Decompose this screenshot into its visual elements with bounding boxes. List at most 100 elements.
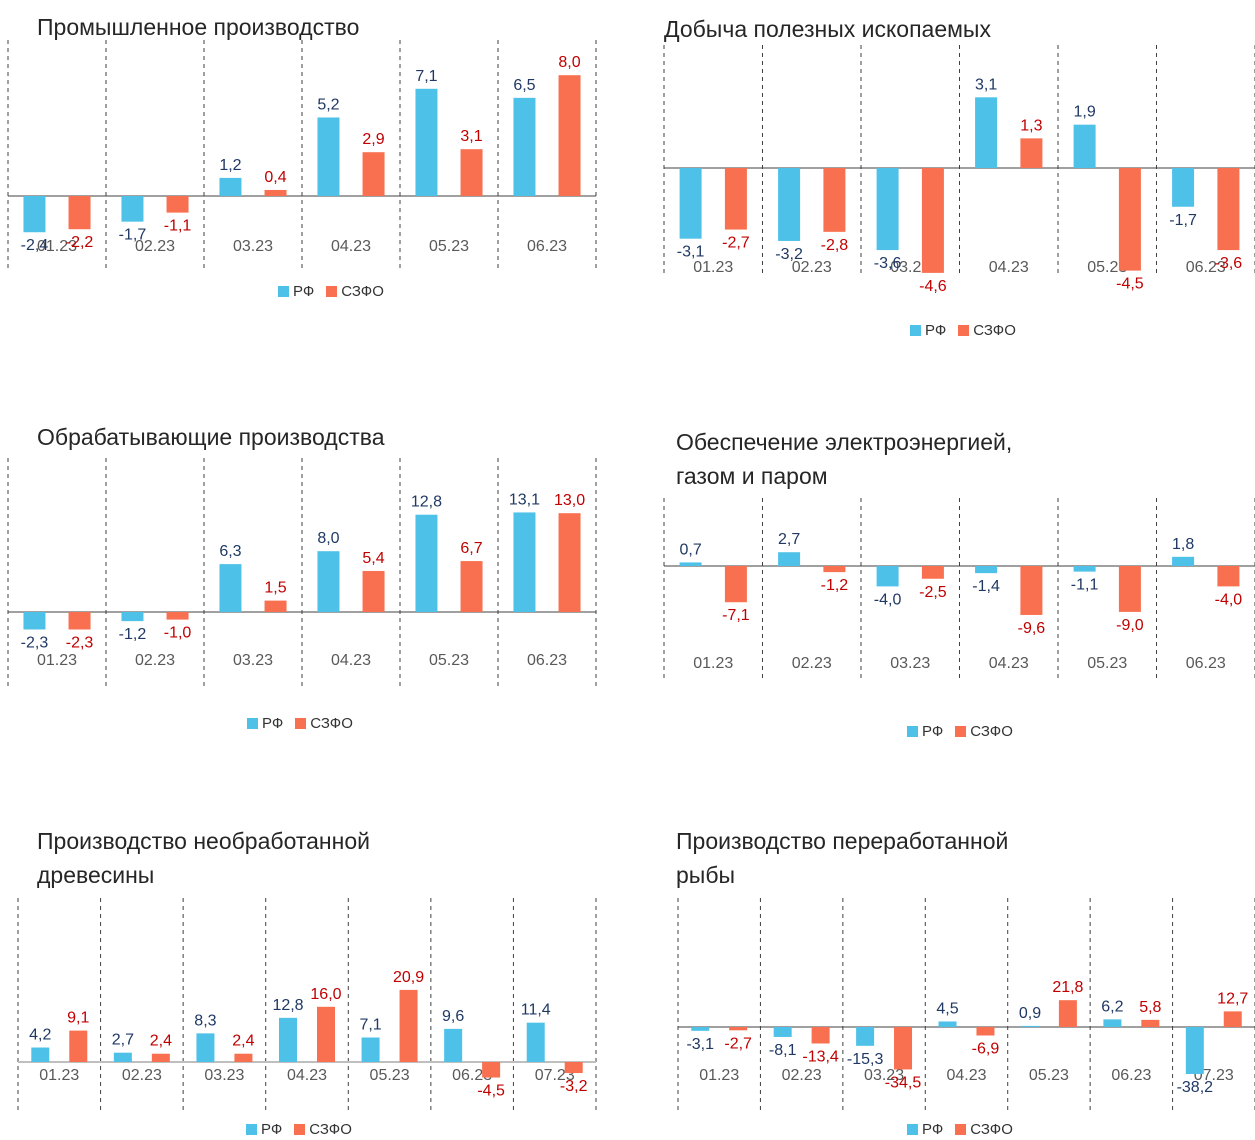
legend-item-rf: РФ (910, 322, 946, 339)
bar-szfo (564, 1062, 583, 1074)
data-label-szfo: 2,4 (232, 1033, 254, 1050)
data-label-rf: 4,2 (29, 1027, 51, 1044)
data-label-szfo: -3,6 (1215, 255, 1243, 272)
data-label-rf: -8,1 (769, 1042, 797, 1059)
bar-rf (317, 117, 340, 196)
bar-rf (415, 514, 438, 612)
legend-swatch-rf (907, 726, 918, 737)
data-label-rf: 0,9 (1019, 1005, 1041, 1022)
x-tick-label: 03.23 (233, 652, 273, 669)
data-label-rf: 0,7 (679, 541, 701, 558)
chart-title: Производство переработанной рыбы (676, 828, 1009, 888)
data-label-rf: 1,2 (219, 157, 241, 174)
legend-item-szfo: СЗФО (295, 715, 353, 732)
data-label-rf: 5,2 (317, 96, 339, 113)
bar-szfo (166, 612, 189, 620)
data-label-szfo: 12,7 (1217, 990, 1248, 1007)
bar-szfo (264, 189, 287, 196)
bar-szfo (558, 75, 581, 196)
legend-item-rf: РФ (247, 715, 283, 732)
data-label-szfo: 20,9 (393, 969, 424, 986)
data-label-szfo: -7,1 (722, 607, 750, 624)
bar-rf (219, 564, 242, 612)
x-tick-label: 02.23 (135, 652, 175, 669)
bar-szfo (921, 168, 944, 273)
chart-title: Обеспечение электроэнергией, газом и пар… (676, 429, 1013, 489)
bar-rf (778, 552, 801, 566)
legend-item-rf: РФ (907, 1121, 943, 1138)
data-label-szfo: -2,5 (919, 584, 947, 601)
data-label-rf: -2,3 (21, 634, 49, 651)
bar-rf (876, 168, 899, 251)
x-tick-label: 04.23 (331, 238, 371, 255)
legend-swatch-rf (278, 286, 289, 297)
bar-rf (1185, 1027, 1204, 1074)
bar-rf (196, 1033, 215, 1062)
data-label-rf: -2,4 (21, 237, 49, 254)
data-label-szfo: -6,9 (972, 1040, 1000, 1057)
bar-szfo (316, 1006, 335, 1062)
x-tick-label: 01.23 (693, 655, 733, 672)
bar-rf (444, 1028, 463, 1062)
bar-szfo (362, 152, 385, 196)
chart-legend: РФ СЗФО (907, 723, 1013, 740)
chart-panel-electricity: Обеспечение электроэнергией, газом и пар… (640, 400, 1255, 760)
bar-rf (513, 512, 536, 612)
data-label-szfo: -4,5 (1116, 276, 1144, 293)
chart-legend: РФ СЗФО (278, 283, 384, 300)
legend-item-rf: РФ (907, 723, 943, 740)
legend-item-szfo: СЗФО (958, 322, 1016, 339)
bar-szfo (1020, 566, 1043, 615)
data-label-rf: -1,2 (119, 626, 147, 643)
data-label-szfo: 5,8 (1139, 999, 1161, 1016)
bar-rf (361, 1037, 380, 1062)
data-label-rf: 9,6 (442, 1008, 464, 1025)
data-label-szfo: -34,5 (885, 1074, 922, 1091)
data-label-rf: -3,1 (677, 244, 705, 261)
data-label-szfo: -4,6 (919, 278, 947, 295)
bar-rf (876, 566, 899, 587)
chart-panel-manufacturing: Обрабатывающие производства 01.23 -2,3 -2,… (0, 400, 610, 760)
data-label-rf: 2,7 (778, 531, 800, 548)
data-label-szfo: -4,0 (1215, 591, 1243, 608)
data-label-rf: 1,9 (1073, 104, 1095, 121)
data-label-szfo: 2,4 (150, 1033, 172, 1050)
data-label-rf: 4,5 (936, 1000, 958, 1017)
bar-szfo (460, 561, 483, 612)
bar-rf (691, 1027, 710, 1031)
data-label-szfo: -9,6 (1018, 620, 1046, 637)
bar-rf (121, 612, 144, 622)
data-label-szfo: 13,0 (554, 492, 585, 509)
x-tick-label: 04.23 (331, 652, 371, 669)
data-label-szfo: -1,1 (164, 218, 192, 235)
data-label-rf: -38,2 (1177, 1079, 1214, 1096)
data-label-szfo: -2,7 (724, 1035, 752, 1052)
x-tick-label: 01.23 (39, 1067, 79, 1084)
bar-rf (113, 1052, 132, 1062)
legend-swatch-szfo (955, 726, 967, 737)
x-tick-label: 01.23 (693, 259, 733, 276)
bar-chart: 01.23-2,4 -2,2 02.23-1,7 -1,1 03.23 1,2 0,4 04.… (7, 40, 597, 270)
data-label-rf: 2,7 (112, 1032, 134, 1049)
bar-rf (219, 177, 242, 196)
bar-szfo (264, 600, 287, 612)
bar-szfo (811, 1027, 830, 1044)
x-tick-label: 05.23 (1087, 655, 1127, 672)
x-tick-label: 03.23 (233, 238, 273, 255)
bar-szfo (69, 1030, 88, 1062)
x-tick-label: 04.23 (989, 259, 1029, 276)
bar-chart: 01.23-2,3 -2,3 02.23 -1,2 -1,0 03.23 6,3 1,5 04.… (7, 458, 597, 690)
data-label-rf: -1,1 (1071, 577, 1099, 594)
data-label-rf: 12,8 (272, 997, 303, 1014)
chart-title: Промышленное производство (37, 14, 360, 40)
bar-rf (513, 97, 536, 196)
data-label-rf: 3,1 (975, 76, 997, 93)
x-tick-label: 06.23 (527, 238, 567, 255)
data-label-szfo: -2,7 (722, 235, 750, 252)
legend-item-rf: РФ (278, 283, 314, 300)
x-tick-label: 06.23 (527, 652, 567, 669)
x-tick-label: 05.23 (429, 238, 469, 255)
data-label-rf: 13,1 (509, 491, 540, 508)
bar-rf (31, 1047, 50, 1062)
data-label-szfo: -9,0 (1116, 617, 1144, 634)
